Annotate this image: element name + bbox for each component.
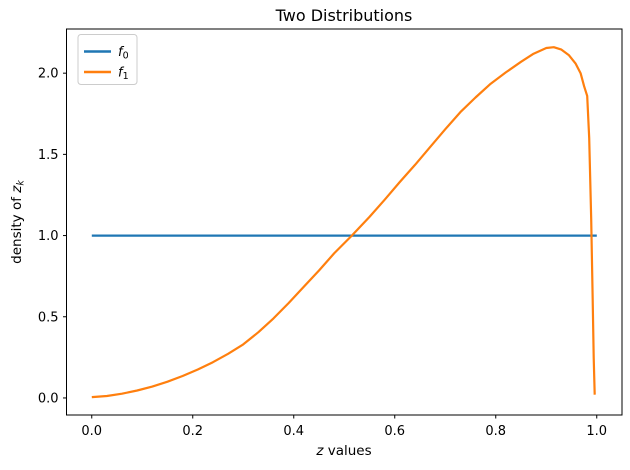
legend-label-base: f [118, 66, 125, 81]
y-axis: 0.0 0.5 1.0 1.5 2.0 [38, 67, 67, 406]
y-tick-label: 1.5 [38, 148, 59, 163]
series-f1-line [91, 46, 596, 399]
x-tick-label: 1.0 [586, 424, 607, 439]
x-axis-label: z values [315, 443, 371, 459]
y-tick-label: 1.0 [38, 229, 59, 244]
legend-label-subscript: 1 [123, 71, 129, 82]
x-tick-label: 0.6 [384, 424, 405, 439]
y-tick-label: 2.0 [38, 67, 59, 82]
x-tick-label: 0.2 [182, 424, 203, 439]
y-label-subscript: k [16, 180, 27, 186]
y-tick-label: 0.0 [38, 391, 59, 406]
y-tick-label: 0.5 [38, 310, 59, 325]
x-axis: 0.0 0.2 0.4 0.6 0.8 1.0 [81, 415, 607, 439]
y-label-variable: z [9, 185, 25, 194]
x-label-rest: values [323, 443, 371, 459]
x-label-variable: z [315, 443, 324, 459]
plot-area [66, 29, 622, 415]
legend-label-base: f [118, 45, 125, 60]
x-tick-label: 0.8 [485, 424, 506, 439]
y-axis-label: density of zk [9, 180, 27, 264]
legend-label-f1: f1 [118, 66, 129, 83]
y-label-prefix: density of [9, 193, 25, 264]
x-tick-label: 0.0 [81, 424, 102, 439]
chart-title: Two Distributions [275, 6, 413, 25]
axes-spines [66, 28, 623, 416]
legend-label-f0: f0 [118, 45, 129, 62]
series-group [91, 46, 597, 399]
legend-label-subscript: 0 [123, 51, 129, 62]
x-tick-label: 0.4 [283, 424, 304, 439]
